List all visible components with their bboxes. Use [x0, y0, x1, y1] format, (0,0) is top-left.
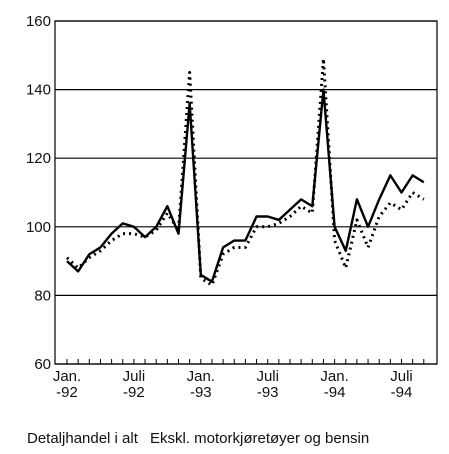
y-tick-label: 100 [26, 219, 51, 236]
series-line [66, 88, 425, 283]
y-tick-label: 80 [34, 287, 51, 304]
x-tick-label: Jan. -92 [53, 368, 81, 401]
x-tick-label: Juli -94 [390, 368, 413, 401]
y-tick-label: 60 [34, 356, 51, 373]
series-line [65, 57, 425, 287]
y-tick-label: 140 [26, 82, 51, 99]
plot-frame [54, 20, 438, 365]
x-tick-label: Juli -92 [123, 368, 146, 401]
legend-label: Detaljhandel i alt [27, 430, 139, 447]
x-tick-label: Juli -93 [256, 368, 279, 401]
legend-label: Ekskl. motorkjøretøyer og bensin [150, 430, 369, 447]
x-tick-label: Jan. -94 [320, 368, 348, 401]
y-tick-label: 160 [26, 13, 51, 30]
x-tick-label: Jan. -93 [187, 368, 215, 401]
y-tick-label: 120 [26, 150, 51, 167]
